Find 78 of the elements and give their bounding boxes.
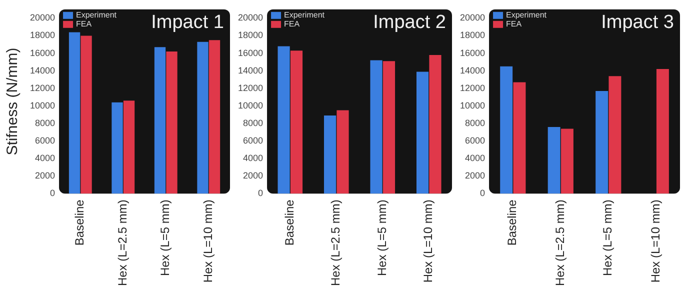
x-tick-label: Hex (L=5 mm) xyxy=(374,200,389,276)
y-tick-label: 6000 xyxy=(242,135,264,146)
bar xyxy=(608,76,622,194)
x-tick-label: Hex (L=2.5 mm) xyxy=(328,200,343,286)
y-tick-label: 18000 xyxy=(30,30,56,40)
legend-label: FEA xyxy=(284,20,300,29)
y-tick-label: 16000 xyxy=(238,48,264,58)
bar xyxy=(154,47,166,194)
y-tick-label: 6000 xyxy=(464,135,486,146)
y-tick-label: 14000 xyxy=(30,65,56,76)
y-tick-label: 2000 xyxy=(34,170,56,181)
chart-title: Impact 2 xyxy=(373,12,446,34)
legend-label: FEA xyxy=(506,20,522,29)
bar xyxy=(68,32,80,194)
x-tick-label: Baseline xyxy=(505,199,520,246)
y-tick-label: 10000 xyxy=(460,100,486,110)
bar xyxy=(80,36,92,194)
y-tick-label: 2000 xyxy=(242,170,264,181)
y-tick-label: 0 xyxy=(258,188,264,198)
chart-title: Impact 1 xyxy=(151,12,224,34)
bar xyxy=(166,52,178,194)
bar xyxy=(429,55,442,194)
x-tick-label: Baseline xyxy=(282,199,296,246)
y-tick-label: 0 xyxy=(480,188,486,198)
y-axis-title: Stifness (N/mm) xyxy=(4,48,22,156)
y-tick-label: 16000 xyxy=(30,48,56,58)
x-tick-label: Hex (L=10 mm) xyxy=(648,200,662,283)
y-tick-label: 0 xyxy=(50,188,56,198)
y-tick-label: 14000 xyxy=(238,65,264,76)
y-tick-label: 8000 xyxy=(34,118,56,128)
legend-label: Experiment xyxy=(506,10,548,20)
bar xyxy=(500,66,513,194)
y-tick-label: 4000 xyxy=(464,153,486,164)
bar xyxy=(560,128,574,194)
x-tick-label: Hex (L=2.5 mm) xyxy=(552,200,567,286)
y-tick-label: 10000 xyxy=(238,100,264,110)
bar xyxy=(112,102,123,194)
y-tick-label: 12000 xyxy=(460,82,486,93)
y-tick-label: 18000 xyxy=(238,30,264,40)
legend-label: FEA xyxy=(76,20,92,29)
bar xyxy=(370,60,382,194)
y-tick-label: 4000 xyxy=(34,153,56,164)
y-tick-label: 2000 xyxy=(464,170,486,181)
y-tick-label: 16000 xyxy=(460,48,486,58)
bar xyxy=(208,40,220,194)
x-tick-label: Hex (L=5 mm) xyxy=(600,200,615,276)
legend-label: Experiment xyxy=(76,10,118,20)
y-tick-label: 6000 xyxy=(34,135,56,146)
x-tick-label: Hex (L=10 mm) xyxy=(421,200,436,283)
chart-title: Impact 3 xyxy=(601,12,674,34)
y-tick-label: 8000 xyxy=(242,118,264,128)
bar xyxy=(324,116,336,194)
x-tick-label: Baseline xyxy=(72,199,87,246)
bar xyxy=(123,100,135,194)
y-tick-label: 18000 xyxy=(460,30,486,40)
bar xyxy=(336,110,349,194)
y-tick-label: 20000 xyxy=(238,12,264,23)
y-tick-label: 10000 xyxy=(30,100,56,110)
x-tick-label: Hex (L=5 mm) xyxy=(158,200,172,276)
bar xyxy=(548,126,560,194)
x-tick-label: Hex (L=10 mm) xyxy=(200,200,215,283)
legend-label: Experiment xyxy=(284,10,326,20)
bar xyxy=(278,46,290,194)
y-tick-label: 12000 xyxy=(30,82,56,93)
bar xyxy=(197,42,208,194)
y-tick-label: 20000 xyxy=(30,12,56,23)
x-tick-label: Hex (L=2.5 mm) xyxy=(115,200,130,286)
y-tick-label: 4000 xyxy=(242,153,264,164)
y-tick-label: 8000 xyxy=(464,118,486,128)
y-tick-label: 20000 xyxy=(460,12,486,23)
bar xyxy=(513,82,526,194)
bar xyxy=(656,69,669,194)
bar xyxy=(290,50,303,194)
y-tick-label: 14000 xyxy=(460,65,486,76)
bar xyxy=(416,72,429,194)
bar xyxy=(382,61,396,194)
bar xyxy=(596,90,608,194)
y-tick-label: 12000 xyxy=(238,82,264,93)
